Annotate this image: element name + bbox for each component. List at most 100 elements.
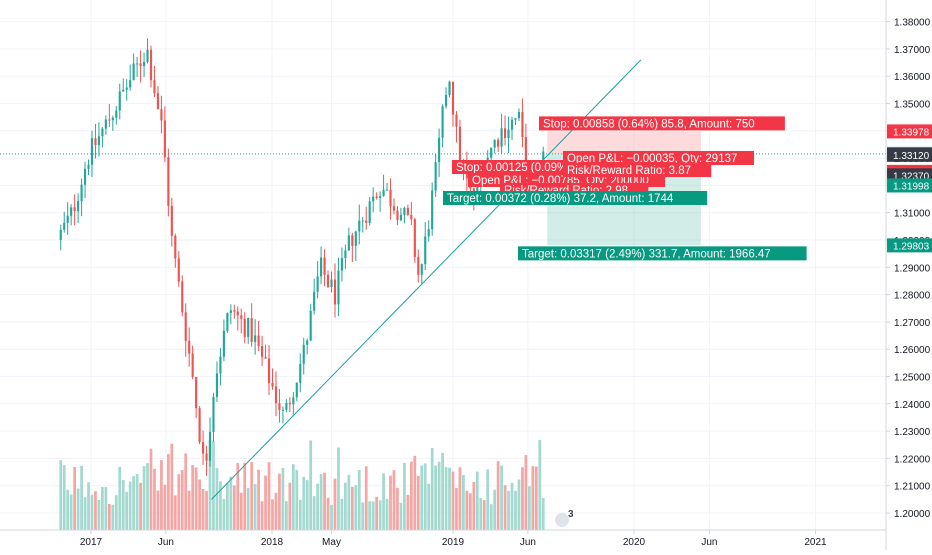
volume-bar	[118, 466, 122, 530]
volume-bar	[465, 490, 469, 530]
watermark-text: 3	[568, 509, 574, 520]
candle-body	[205, 453, 208, 461]
volume-bar	[114, 495, 118, 530]
volume-bar	[541, 497, 545, 530]
stop-label: Stop: 0.00858 (0.64%) 85.8, Amount: 750	[539, 116, 785, 131]
candle-body	[271, 383, 274, 387]
candle-body	[403, 207, 406, 215]
volume-bar	[69, 494, 73, 530]
volume-bar	[250, 462, 254, 530]
trendline	[211, 59, 642, 500]
candle-body	[254, 335, 257, 342]
volume-bar	[173, 495, 177, 530]
candle-body	[503, 128, 507, 139]
volume-bar	[350, 486, 354, 530]
volume-bar	[104, 486, 108, 530]
volume-bar	[87, 482, 90, 530]
candle-body	[295, 382, 298, 398]
volume-bar	[177, 474, 181, 530]
volume-bar	[132, 476, 136, 530]
candle-body	[382, 189, 385, 196]
time-tick-label: 2018	[261, 537, 284, 548]
time-tick-label: 2017	[80, 537, 103, 548]
candle-body	[188, 340, 191, 354]
candle-body	[222, 330, 225, 357]
volume-bar	[281, 467, 285, 530]
volume-bar	[215, 468, 219, 530]
volume-bar	[486, 469, 490, 530]
candle-body	[177, 258, 180, 282]
volume-bar	[160, 460, 163, 530]
volume-bar	[135, 474, 139, 530]
price-tick-label: 1.28000	[894, 291, 931, 302]
candle-body	[493, 139, 496, 148]
candle-body	[59, 229, 62, 240]
volume-bar	[267, 462, 271, 530]
candle-body	[267, 358, 271, 384]
candle-body	[375, 196, 378, 199]
volume-bar	[212, 441, 215, 530]
volume-bar	[354, 485, 358, 530]
candle-body	[500, 128, 503, 147]
candle-body	[320, 257, 323, 277]
candle-body	[201, 442, 205, 454]
watermark-badge: 3	[555, 509, 574, 527]
candle-body	[344, 250, 347, 259]
candles	[59, 38, 545, 476]
volume-bar	[416, 475, 420, 530]
candle-body	[146, 49, 149, 62]
volume-bar	[246, 487, 250, 530]
candle-body	[191, 353, 194, 378]
volume-bar	[76, 488, 80, 530]
volume-bar	[309, 440, 313, 530]
volume-bar	[524, 455, 528, 530]
candle-body	[444, 94, 448, 107]
candle-body	[507, 129, 510, 139]
price-tick-label: 1.26000	[894, 345, 931, 356]
volume-bar	[166, 454, 170, 530]
volume-bar	[260, 501, 264, 530]
volume-bar	[59, 460, 63, 530]
time-tick-label: 2019	[442, 537, 465, 548]
volume-bar	[357, 470, 361, 530]
volume-bar	[253, 483, 257, 530]
volume-bar	[194, 467, 198, 530]
volume-bar	[146, 462, 149, 530]
time-tick-label: Jun	[158, 537, 174, 548]
candle-body	[63, 222, 66, 230]
volume-bar	[278, 473, 281, 530]
price-tick-label: 1.23000	[894, 427, 931, 438]
volume-bar	[153, 468, 156, 530]
candle-body	[122, 89, 125, 92]
candle-body	[153, 80, 156, 94]
volume-bar	[500, 465, 503, 530]
candle-body	[302, 344, 305, 364]
volume-bar	[219, 481, 222, 530]
time-tick-label: Jun	[520, 537, 536, 548]
candle-body	[438, 137, 441, 163]
candle-body	[264, 356, 267, 359]
volume-bar	[468, 493, 472, 530]
candle-body	[497, 139, 500, 147]
candle-body	[340, 258, 343, 271]
candle-body	[406, 207, 409, 215]
volume-bar	[101, 487, 104, 530]
candle-body	[368, 201, 371, 224]
candle-body	[257, 335, 260, 346]
volume-bar	[201, 489, 205, 530]
candle-body	[458, 126, 462, 169]
candle-body	[347, 235, 350, 251]
candle-body	[299, 363, 302, 383]
volume-bar	[531, 466, 535, 530]
volume-bar	[271, 499, 274, 530]
volume-bar	[344, 482, 347, 530]
candle-body	[167, 157, 170, 206]
candle-body	[448, 81, 451, 95]
volume-bar	[232, 485, 236, 530]
volume-bar	[472, 481, 476, 530]
volume-bar	[302, 476, 306, 530]
candle-body	[389, 189, 392, 207]
candle-body	[323, 257, 326, 275]
candle-body	[261, 345, 264, 357]
